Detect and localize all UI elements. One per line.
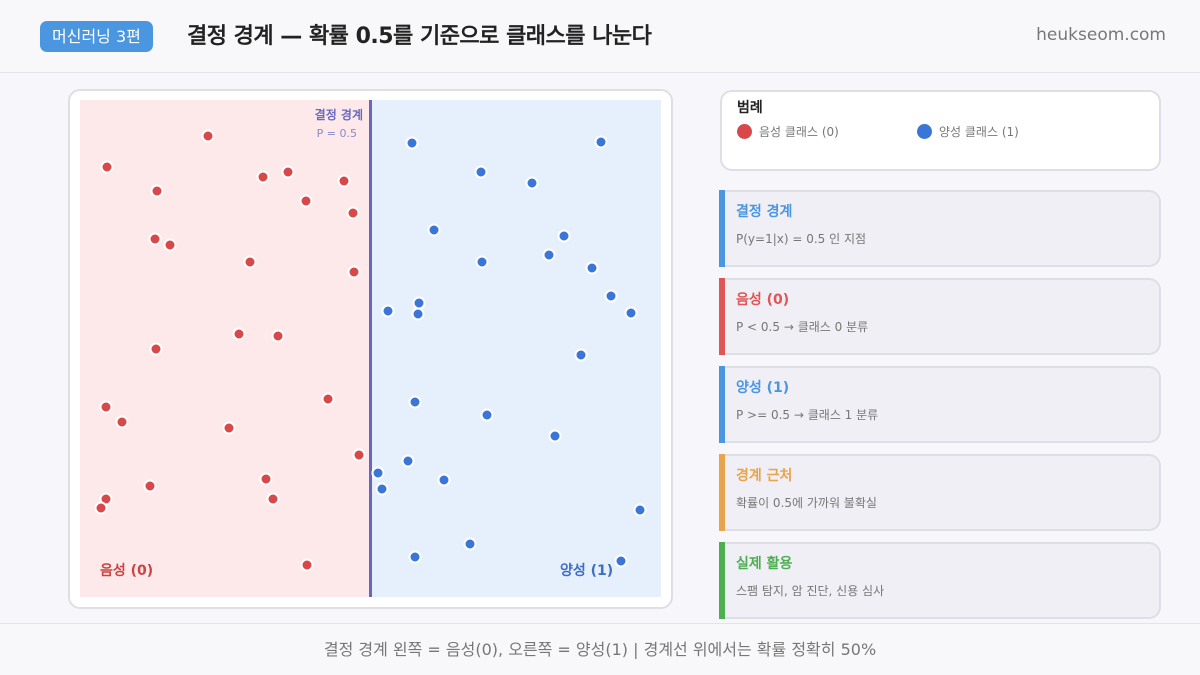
negative-data-point: [163, 238, 177, 252]
positive-data-point: [401, 454, 415, 468]
negative-data-point: [222, 421, 236, 435]
accent-bar: [719, 454, 725, 531]
info-card-title: 양성 (1): [736, 380, 790, 396]
negative-data-point: [259, 472, 273, 486]
info-card-title: 경계 근처: [736, 468, 793, 484]
positive-data-point: [463, 537, 477, 551]
accent-bar: [719, 366, 725, 443]
negative-data-point: [321, 392, 335, 406]
positive-region-label: 양성 (1): [560, 563, 614, 579]
negative-data-point: [143, 479, 157, 493]
series-badge: 머신러닝 3편: [40, 21, 153, 52]
negative-data-point: [337, 174, 351, 188]
footer-caption: 결정 경계 왼쪽 = 음성(0), 오른쪽 = 양성(1) | 경계선 위에서는…: [323, 640, 877, 659]
negative-data-point: [150, 184, 164, 198]
info-card-title: 실제 활용: [736, 556, 793, 572]
negative-data-point: [99, 400, 113, 414]
negative-data-point: [232, 327, 246, 341]
info-card-positive: 양성 (1) P >= 0.5 → 클래스 1 분류: [719, 366, 1161, 443]
site-name: heukseom.com: [1036, 25, 1166, 45]
positive-data-point: [437, 473, 451, 487]
accent-bar: [719, 542, 725, 619]
positive-data-point: [474, 165, 488, 179]
negative-data-point: [256, 170, 270, 184]
negative-data-point: [266, 492, 280, 506]
info-card-decision-boundary: 결정 경계 P(y=1|x) = 0.5 인 지점: [719, 190, 1161, 267]
negative-data-point: [271, 329, 285, 343]
negative-data-point: [94, 501, 108, 515]
positive-data-point: [408, 395, 422, 409]
info-card-desc: P(y=1|x) = 0.5 인 지점: [736, 232, 867, 246]
negative-data-point: [281, 165, 295, 179]
scatter-plot-card: 결정 경계 P = 0.5 음성 (0) 양성 (1): [68, 89, 673, 609]
negative-data-point: [346, 206, 360, 220]
positive-region: [370, 100, 661, 597]
info-card-title: 결정 경계: [736, 204, 793, 220]
boundary-subtitle: P = 0.5: [316, 127, 357, 140]
negative-data-point: [300, 558, 314, 572]
positive-data-point: [408, 550, 422, 564]
negative-data-point: [352, 448, 366, 462]
positive-data-point: [594, 135, 608, 149]
info-card-desc: 스팸 탐지, 암 진단, 신용 심사: [736, 584, 885, 598]
info-card-desc: P < 0.5 → 클래스 0 분류: [736, 320, 869, 334]
legend-label: 음성 클래스 (0): [759, 125, 839, 139]
legend-title: 범례: [737, 100, 763, 116]
positive-data-point: [548, 429, 562, 443]
positive-data-point: [624, 306, 638, 320]
page-title: 결정 경계 — 확률 0.5를 기준으로 클래스를 나눈다: [187, 24, 652, 49]
legend: 범례 음성 클래스 (0) 양성 클래스 (1): [720, 90, 1161, 171]
positive-data-point: [411, 307, 425, 321]
positive-data-point: [574, 348, 588, 362]
negative-region: [80, 100, 370, 597]
positive-data-point: [633, 503, 647, 517]
positive-data-point: [480, 408, 494, 422]
negative-data-point: [299, 194, 313, 208]
info-card-desc: P >= 0.5 → 클래스 1 분류: [736, 408, 879, 422]
footer: 결정 경계 왼쪽 = 음성(0), 오른쪽 = 양성(1) | 경계선 위에서는…: [0, 623, 1200, 675]
accent-bar: [719, 190, 725, 267]
negative-data-point: [347, 265, 361, 279]
positive-data-point: [557, 229, 571, 243]
negative-data-point: [115, 415, 129, 429]
negative-data-point: [100, 160, 114, 174]
positive-data-point: [475, 255, 489, 269]
info-card-usage: 실제 활용 스팸 탐지, 암 진단, 신용 심사: [719, 542, 1161, 619]
scatter-plot: 결정 경계 P = 0.5 음성 (0) 양성 (1): [80, 100, 661, 597]
negative-data-point: [243, 255, 257, 269]
negative-data-point: [201, 129, 215, 143]
positive-data-point: [381, 304, 395, 318]
info-card-title: 음성 (0): [736, 292, 790, 308]
blue-dot-icon: [917, 124, 932, 139]
positive-data-point: [427, 223, 441, 237]
negative-region-label: 음성 (0): [100, 563, 154, 579]
negative-data-point: [148, 232, 162, 246]
positive-data-point: [604, 289, 618, 303]
red-dot-icon: [737, 124, 752, 139]
legend-item-negative: 음성 클래스 (0): [737, 123, 839, 140]
header: 머신러닝 3편 결정 경계 — 확률 0.5를 기준으로 클래스를 나눈다 he…: [0, 0, 1200, 73]
info-card-near-boundary: 경계 근처 확률이 0.5에 가까워 불확실: [719, 454, 1161, 531]
legend-label: 양성 클래스 (1): [939, 125, 1019, 139]
positive-data-point: [375, 482, 389, 496]
info-card-negative: 음성 (0) P < 0.5 → 클래스 0 분류: [719, 278, 1161, 355]
legend-item-positive: 양성 클래스 (1): [917, 123, 1019, 140]
info-card-desc: 확률이 0.5에 가까워 불확실: [736, 496, 877, 510]
negative-data-point: [149, 342, 163, 356]
accent-bar: [719, 278, 725, 355]
positive-data-point: [542, 248, 556, 262]
positive-data-point: [525, 176, 539, 190]
positive-data-point: [371, 466, 385, 480]
boundary-title: 결정 경계: [314, 108, 363, 122]
decision-boundary-line: [369, 100, 372, 597]
positive-data-point: [585, 261, 599, 275]
positive-data-point: [614, 554, 628, 568]
positive-data-point: [405, 136, 419, 150]
